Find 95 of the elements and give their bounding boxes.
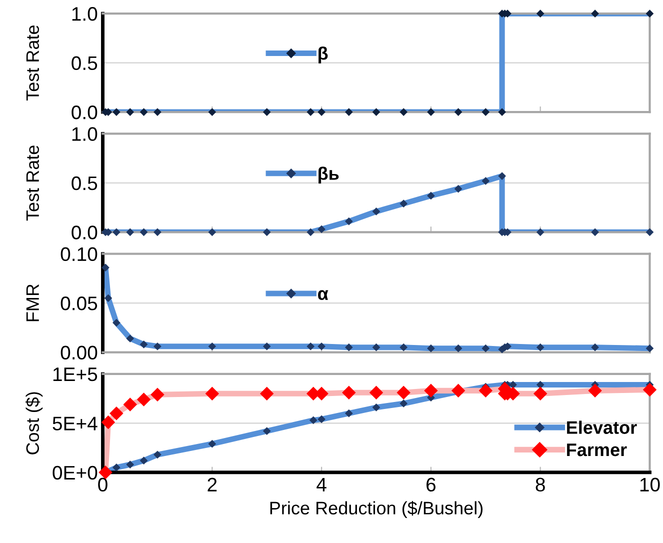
- point: [424, 384, 438, 398]
- x-tick-label: 0: [98, 478, 108, 492]
- point: [260, 386, 274, 401]
- point: [400, 400, 408, 408]
- point: [104, 294, 112, 302]
- point: [454, 184, 462, 193]
- point: [400, 343, 408, 352]
- y-axis-title: Test Rate: [26, 146, 40, 221]
- point: [112, 318, 120, 327]
- point: [372, 343, 380, 352]
- point: [101, 415, 116, 430]
- x-tick-label: 6: [426, 478, 436, 492]
- x-axis-title: Price Reduction ($/Bushel): [270, 500, 483, 518]
- point: [344, 409, 353, 418]
- y-tick-label: 0.05: [60, 296, 98, 310]
- point: [642, 382, 657, 397]
- y-tick-label: 1.0: [72, 7, 98, 21]
- point: [498, 172, 506, 180]
- x-tick-label: 8: [536, 478, 545, 492]
- point: [372, 403, 380, 412]
- point: [318, 342, 326, 350]
- point: [154, 228, 162, 236]
- point: [112, 228, 120, 236]
- point: [536, 228, 544, 236]
- point: [318, 225, 326, 234]
- point: [306, 228, 315, 236]
- point: [140, 456, 148, 465]
- point: [123, 398, 137, 412]
- point: [262, 427, 271, 435]
- point: [126, 228, 134, 236]
- point: [112, 464, 120, 472]
- legend-label: α: [318, 290, 328, 300]
- point: [536, 380, 544, 389]
- y-tick-label: 1.0: [72, 127, 98, 141]
- y-tick-label: 0.0: [72, 226, 98, 240]
- point: [126, 460, 134, 468]
- x-tick-label: 10: [640, 478, 660, 492]
- y-axis-title: FMR: [26, 284, 39, 322]
- point: [482, 344, 490, 352]
- point: [98, 466, 112, 480]
- y-tick-label: 1E+5: [53, 368, 98, 382]
- legend-label: Elevator: [567, 420, 637, 434]
- point: [205, 386, 220, 401]
- y-tick-label: 0.0: [72, 106, 98, 120]
- legend-label: Farmer: [567, 444, 627, 456]
- y-axis-title: Cost ($): [25, 392, 43, 454]
- point: [344, 343, 353, 352]
- point: [309, 416, 318, 424]
- point: [208, 228, 216, 236]
- point: [509, 380, 517, 389]
- point: [150, 388, 164, 402]
- point: [140, 340, 148, 348]
- point: [140, 228, 148, 236]
- x-tick-label: 4: [316, 478, 326, 492]
- point: [136, 392, 151, 406]
- point: [591, 228, 599, 236]
- point: [154, 342, 162, 350]
- x-tick-label: 2: [208, 478, 217, 492]
- point: [369, 386, 384, 400]
- point: [102, 264, 110, 272]
- point: [427, 192, 435, 200]
- point: [126, 334, 134, 342]
- y-tick-label: 0.10: [60, 247, 98, 262]
- point: [454, 344, 462, 352]
- legend-label: βь: [318, 166, 339, 184]
- point: [427, 344, 435, 352]
- point: [110, 406, 124, 420]
- point: [588, 384, 602, 398]
- legend-label: β: [318, 46, 328, 64]
- point: [591, 343, 599, 352]
- point: [451, 384, 466, 398]
- point: [306, 342, 315, 350]
- point: [342, 386, 356, 400]
- point: [262, 228, 271, 236]
- point: [400, 200, 408, 208]
- y-axis-title: Test Rate: [26, 25, 40, 101]
- y-tick-label: 5E+4: [52, 416, 98, 430]
- y-tick-label: 0.00: [60, 346, 98, 360]
- point: [208, 342, 216, 350]
- point: [482, 177, 490, 185]
- y-tick-label: 0.5: [72, 56, 98, 70]
- point: [262, 342, 271, 350]
- point: [536, 343, 544, 352]
- point: [646, 344, 654, 352]
- y-tick-label: 0E+0: [52, 466, 98, 480]
- point: [318, 415, 326, 424]
- point: [533, 386, 548, 401]
- point: [478, 384, 493, 398]
- point: [154, 450, 162, 459]
- point: [344, 217, 353, 226]
- point: [396, 386, 410, 400]
- point: [646, 228, 654, 236]
- y-tick-label: 0.5: [72, 176, 98, 190]
- point: [372, 208, 380, 216]
- point: [208, 440, 216, 448]
